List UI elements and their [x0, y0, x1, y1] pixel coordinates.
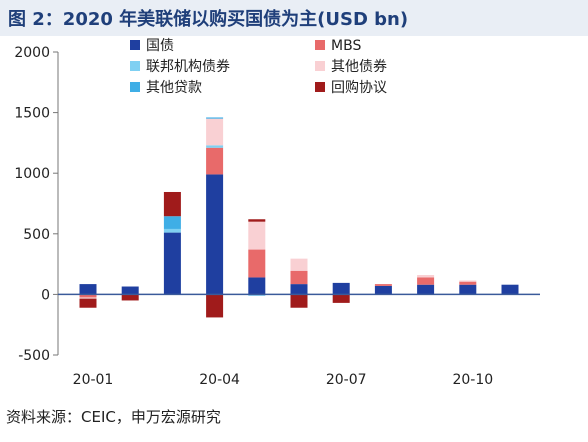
- y-tick-label: 0: [41, 287, 50, 303]
- bar-1-4: [248, 249, 266, 278]
- bar-3-4: [248, 221, 266, 250]
- bar-1-8: [417, 277, 435, 285]
- legend-label-0: 国债: [146, 38, 174, 54]
- bar-0-2: [163, 232, 181, 295]
- bar-5-4: [248, 219, 266, 222]
- bar-4-2: [163, 216, 181, 229]
- bar-0-8: [417, 284, 435, 295]
- legend-swatch-5: [315, 82, 325, 92]
- legend-swatch-0: [130, 40, 140, 50]
- legend-label-3: 其他债券: [331, 59, 387, 75]
- legend-label-4: 其他贷款: [146, 80, 202, 96]
- bar-5-1: [121, 294, 139, 301]
- bar-3-9: [459, 280, 477, 282]
- chart-title: 图 2：2020 年美联储以购买国债为主(USD bn): [8, 9, 409, 30]
- title-bar: [0, 0, 588, 36]
- bar-0-0: [79, 284, 97, 295]
- bar-1-3: [206, 147, 224, 175]
- bar-2-2: [163, 228, 181, 233]
- legend-swatch-4: [130, 82, 140, 92]
- bar-5-2: [163, 191, 181, 217]
- y-tick-label: 1000: [14, 166, 50, 182]
- bar-0-10: [501, 284, 519, 295]
- legend-label-2: 联邦机构债券: [146, 59, 230, 75]
- bar-3-0: [79, 297, 97, 299]
- bar-0-3: [206, 174, 224, 295]
- bar-1-0: [79, 294, 97, 298]
- source-note: 资料来源：CEIC，申万宏源研究: [6, 408, 221, 426]
- legend-swatch-3: [315, 61, 325, 71]
- bar-3-3: [206, 118, 224, 146]
- x-tick-label: 20-07: [326, 372, 367, 388]
- y-tick-label: 1500: [14, 106, 50, 122]
- bar-0-9: [459, 284, 477, 295]
- bar-5-3: [206, 294, 224, 318]
- bar-5-6: [332, 294, 350, 303]
- bar-3-5: [290, 258, 308, 271]
- bar-0-4: [248, 277, 266, 295]
- legend-label-1: MBS: [331, 38, 361, 54]
- bar-1-7: [374, 284, 392, 286]
- bar-0-5: [290, 284, 308, 295]
- bar-4-3: [206, 117, 224, 119]
- y-tick-label: 2000: [14, 45, 50, 61]
- bar-0-1: [121, 286, 139, 295]
- bar-1-5: [290, 270, 308, 285]
- legend-swatch-2: [130, 61, 140, 71]
- x-tick-label: 20-01: [73, 372, 114, 388]
- legend-swatch-1: [315, 40, 325, 50]
- x-tick-label: 20-04: [199, 372, 240, 388]
- bar-2-3: [206, 145, 224, 148]
- bar-0-7: [374, 285, 392, 295]
- bar-5-5: [290, 294, 308, 308]
- bar-1-9: [459, 281, 477, 285]
- bar-5-0: [79, 298, 97, 308]
- bar-0-6: [332, 282, 350, 295]
- legend-label-5: 回购协议: [331, 80, 387, 96]
- y-tick-label: -500: [18, 348, 50, 364]
- x-tick-label: 20-10: [452, 372, 493, 388]
- y-tick-label: 500: [23, 227, 50, 243]
- bar-3-8: [417, 275, 435, 278]
